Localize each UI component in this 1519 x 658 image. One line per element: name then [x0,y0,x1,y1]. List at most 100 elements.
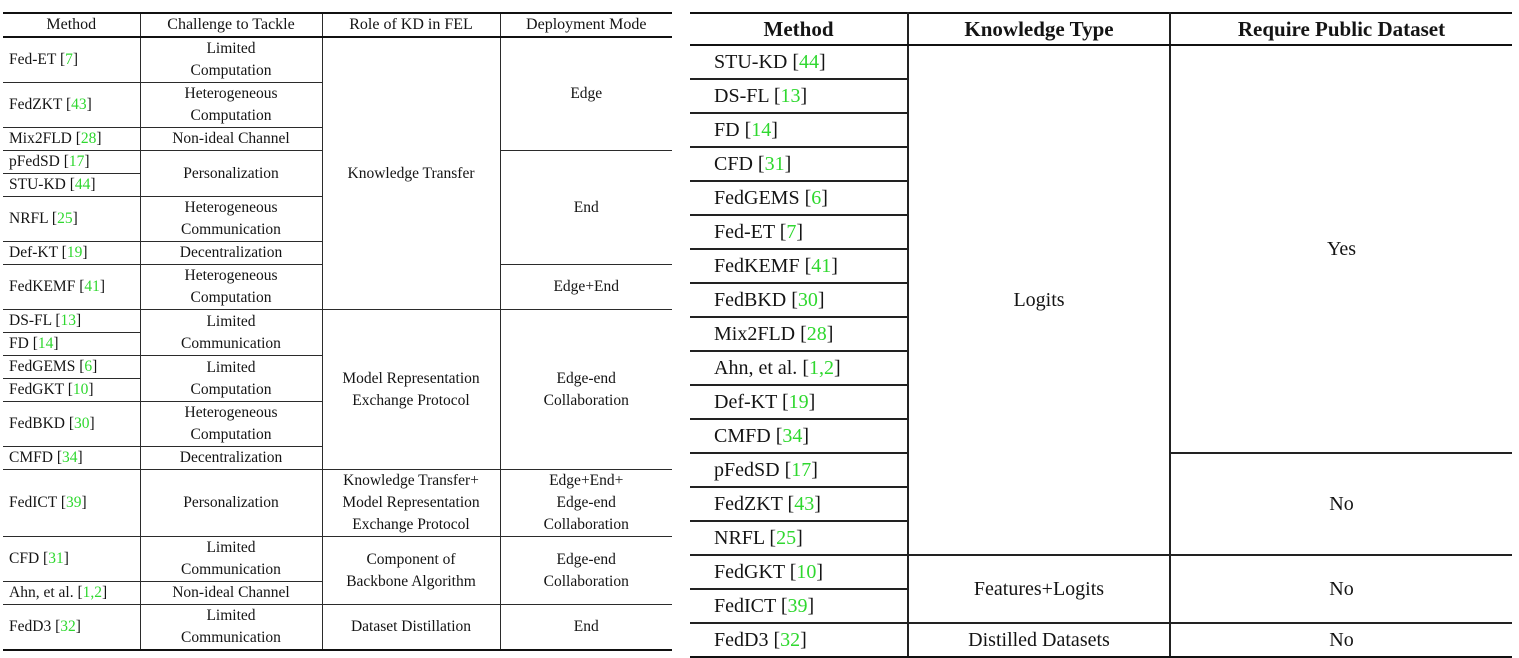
citation-number: 28 [80,130,97,147]
challenge-cell: Personalization [139,150,323,197]
citation-number: 41 [811,255,832,277]
cell-text: Edge-end [556,550,616,568]
method-cell: FedZKT [43] [690,486,909,522]
citation-bracket-close: ] [86,96,92,113]
method-cell: FedD3 [32] [3,604,141,651]
method-cell: DS-FL [13] [3,309,141,333]
method-label: Def-KT [9,244,58,261]
table-row: NRFL [25] Heterogeneous Communication [3,196,672,242]
table-row: FD [14] [690,112,1512,148]
method-label: STU-KD [9,176,66,193]
left-table-body: Fed-ET [7] Limited Computation Knowledge Tr… [3,36,672,651]
citation-bracket-close: ] [807,595,815,617]
public-dataset-cell: No [1169,554,1512,624]
citation-bracket-open: [ [32,335,38,352]
citation-bracket-close: ] [808,391,816,413]
cell-text: Communication [181,221,281,238]
challenge-cell: Heterogeneous Computation [139,82,323,128]
citation-bracket-open: [ [780,595,788,617]
method-cell: CFD [31] [690,146,909,182]
citation-bracket-close: ] [82,244,88,261]
cell-text: Logits [1013,289,1065,311]
method-label: FedICT [9,494,57,511]
citation-bracket-open: [ [802,357,809,379]
method-label: pFedSD [714,459,780,481]
right-table-body: STU-KD [44] Logits Yes DS-FL [13] FD [14] CFD… [690,44,1512,658]
citation-bracket-open: [ [75,130,81,147]
table-row: FedKEMF [41] [690,248,1512,284]
deployment-cell: Edge+End+ Edge-end Collaboration [499,469,672,537]
method-label: DS-FL [714,85,769,107]
citation-bracket-close: ] [784,153,792,175]
challenge-cell: Heterogeneous Computation [139,264,323,310]
citation-number: 31 [48,550,64,567]
table-row: FedBKD [30] [690,282,1512,318]
column-header-challenge: Challenge to Tackle [139,12,323,38]
table-row: FedICT [39] [690,588,1512,624]
cell-text: Computation [190,62,272,79]
method-label: Fed-ET [9,51,57,68]
method-label: FedZKT [9,96,63,113]
citation-bracket-open: [ [789,561,797,583]
citation-bracket-close: ] [816,561,824,583]
cell-text: Heterogeneous [184,267,278,284]
challenge-cell: Limited Communication [139,604,323,651]
method-label: FedGKT [714,561,785,583]
cell-text: Edge-end [556,494,616,511]
citation-number: 44 [799,51,820,73]
method-cell: CMFD [34] [690,418,909,454]
method-cell: Fed-ET [7] [3,36,141,83]
cell-text: Heterogeneous [184,404,278,421]
citation-number: 1,2 [82,584,102,601]
cell-text: Model Representation [342,369,480,387]
method-cell: FD [14] [3,332,141,356]
method-cell: pFedSD [17] [3,150,141,174]
cell-text: Collaboration [543,391,629,409]
citation-bracket-open: [ [69,176,75,193]
citation-number: 25 [57,210,73,227]
citation-number: 13 [60,312,77,329]
method-cell: FedGEMS [6] [690,180,909,216]
citation-bracket-open: [ [775,425,783,447]
table-row: FedGEMS [6] [690,180,1512,216]
column-header-deployment: Deployment Mode [499,12,672,38]
challenge-cell: Limited Communication [139,309,323,356]
column-header-role: Role of KD in FEL [321,12,501,38]
table-row: Def-KT [19] Decentralization [3,241,672,265]
method-label: Mix2FLD [9,130,72,147]
citation-bracket-open: [ [744,119,752,141]
citation-number: 34 [782,425,803,447]
citation-bracket-open: [ [65,96,72,113]
method-label: FedKEMF [714,255,800,277]
cell-text: Computation [190,380,272,398]
table-row: FedICT [39] Personalization Knowledge Tran… [3,469,672,537]
citation-bracket-close: ] [821,187,828,209]
citation-bracket-open: [ [51,210,58,227]
citation-bracket-close: ] [63,550,69,567]
method-cell: FedGKT [10] [3,378,141,402]
cell-text: Limited [206,607,256,624]
citation-bracket-close: ] [796,221,804,243]
citation-bracket-open: [ [784,459,792,481]
table-row: CFD [31] Limited Communication Component of… [3,536,672,605]
cell-text: Knowledge Transfer [347,164,475,182]
citation-number: 13 [780,85,801,107]
column-header-public-dataset: Require Public Dataset [1169,12,1512,46]
table-row: DS-FL [13] [690,78,1512,114]
method-label: FedGKT [9,381,64,398]
citation-bracket-open: [ [60,494,66,511]
cell-text: Decentralization [179,449,283,466]
table-row: FedKEMF [41] Heterogeneous Computation Edge… [3,264,672,310]
citation-number: 39 [787,595,808,617]
method-label: CMFD [714,425,771,447]
role-cell: Knowledge Transfer+ Model Representation E… [321,469,501,537]
method-cell: Mix2FLD [28] [690,316,909,352]
citation-bracket-close: ] [84,153,90,170]
method-cell: Ahn, et al. [1,2] [3,581,141,605]
cell-text: Limited [206,312,256,330]
citation-number: 25 [776,527,797,549]
method-label: Mix2FLD [714,323,796,345]
citation-number: 17 [791,459,812,481]
citation-number: 6 [84,358,93,375]
challenge-cell: Non-ideal Channel [139,581,323,605]
